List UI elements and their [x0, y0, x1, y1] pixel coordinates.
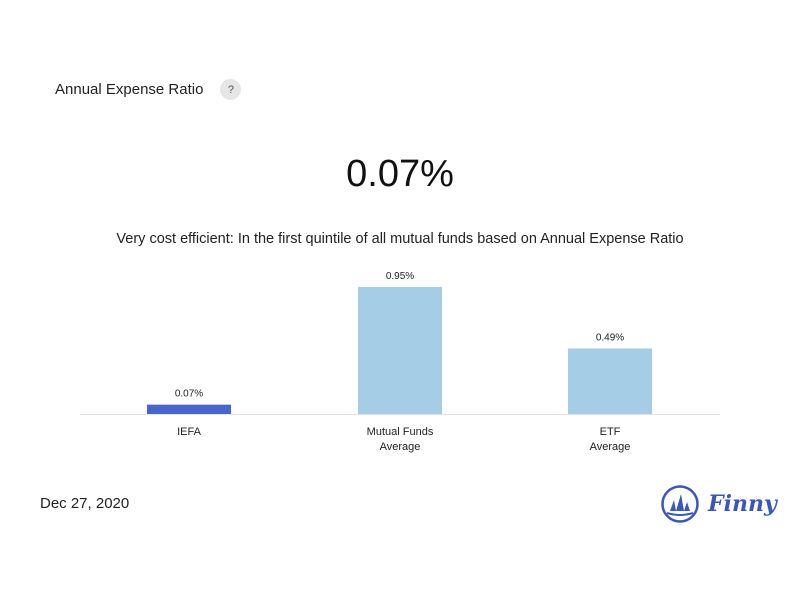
- bar-value-label-2: 0.49%: [596, 332, 624, 343]
- bar-value-label-1: 0.95%: [386, 271, 414, 282]
- expense-ratio-bar-chart: 0.07% IEFA 0.95% Mutual Funds Average 0.49% ET…: [80, 271, 720, 453]
- sailboat-icon: [661, 485, 699, 523]
- bar-0[interactable]: [147, 404, 231, 414]
- finny-logo[interactable]: Finny: [660, 484, 777, 524]
- section-header: Annual Expense Ratio ?: [55, 79, 242, 100]
- category-label-0-0: IEFA: [177, 426, 202, 438]
- bar-1[interactable]: [358, 287, 442, 414]
- category-label-2-1: Average: [590, 441, 631, 453]
- expense-ratio-value: 0.07%: [346, 153, 454, 195]
- bar-2[interactable]: [568, 348, 652, 414]
- category-label-1-0: Mutual Funds: [367, 426, 434, 438]
- efficiency-description: Very cost efficient: In the first quinti…: [116, 231, 684, 247]
- brand-name: Finny: [708, 491, 777, 517]
- category-label-1-1: Average: [380, 441, 421, 453]
- help-button[interactable]: ?: [220, 79, 242, 100]
- as-of-date: Dec 27, 2020: [40, 495, 130, 512]
- bar-value-label-0: 0.07%: [175, 389, 203, 400]
- category-label-2-0: ETF: [600, 426, 621, 438]
- section-title: Annual Expense Ratio: [55, 81, 204, 98]
